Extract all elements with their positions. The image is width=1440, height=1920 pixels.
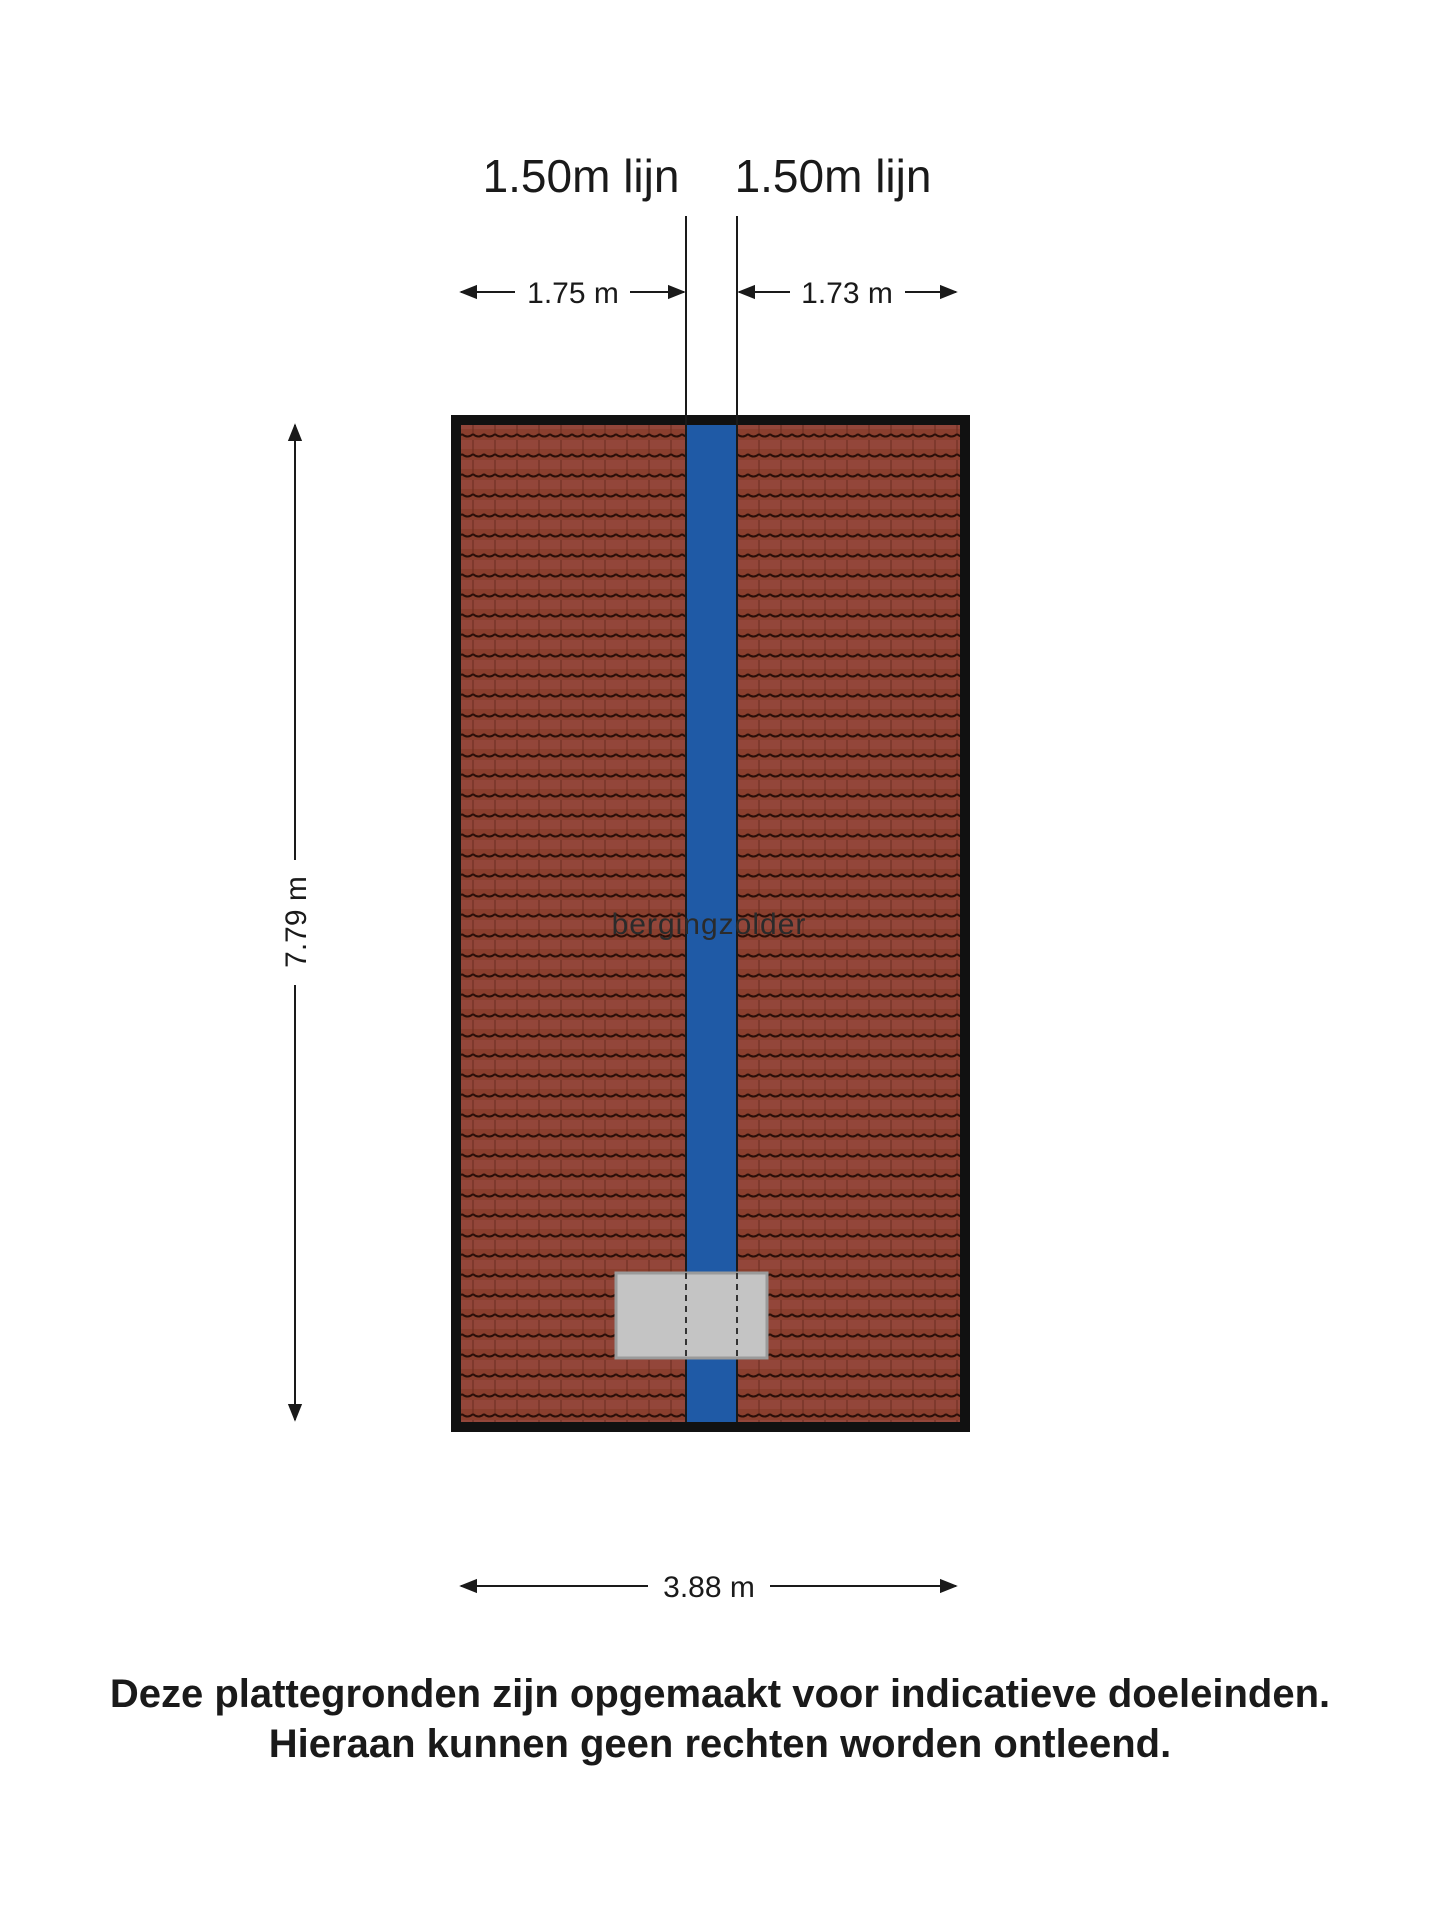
line-left-label: 1.50m lijn	[483, 150, 680, 202]
ridge-strip	[686, 425, 737, 1422]
disclaimer-line-2: Hieraan kunnen geen rechten worden ontle…	[268, 1722, 1172, 1766]
disclaimer-line-1: Deze plattegronden zijn opgemaakt voor i…	[109, 1672, 1331, 1716]
dim-height-label: 7.79 m	[280, 876, 313, 968]
skylight	[614, 1271, 769, 1360]
room-label: bergingzolder	[612, 908, 807, 941]
dim-right-label: 1.73 m	[801, 277, 893, 310]
dim-width-label: 3.88 m	[663, 1571, 755, 1604]
line-right-label: 1.50m lijn	[735, 150, 932, 202]
dim-left-label: 1.75 m	[527, 277, 619, 310]
